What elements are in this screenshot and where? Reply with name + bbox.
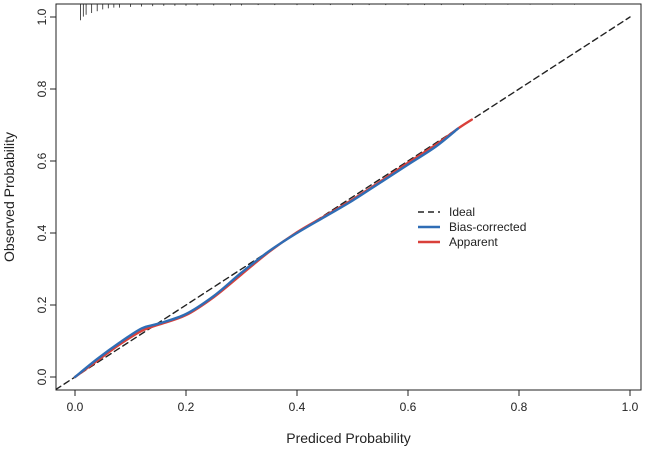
y-tick-label: 0.6 [35, 152, 49, 169]
x-axis: 0.0 0.2 0.4 0.6 0.8 1.0 [67, 390, 639, 414]
x-tick-label: 0.8 [511, 400, 528, 414]
y-axis: 0.0 0.2 0.4 0.6 0.8 1.0 [35, 8, 56, 385]
y-tick-label: 0.8 [35, 80, 49, 97]
x-tick-label: 0.0 [67, 400, 84, 414]
x-axis-title: Prediced Probability [286, 430, 411, 446]
lines-layer [56, 16, 631, 390]
y-tick-label: 0.0 [35, 368, 49, 385]
series-line-ideal [56, 16, 631, 390]
legend-label: Ideal [449, 205, 475, 219]
x-tick-label: 0.2 [178, 400, 195, 414]
plot-frame [55, 3, 642, 391]
series-line-bias-corrected [73, 127, 460, 379]
rug-layer [80, 4, 575, 21]
legend-label: Bias-corrected [449, 220, 526, 234]
x-tick-label: 0.6 [400, 400, 417, 414]
y-tick-label: 0.2 [35, 296, 49, 313]
y-tick-label: 0.4 [35, 224, 49, 241]
x-tick-label: 1.0 [622, 400, 639, 414]
y-tick-label: 1.0 [35, 8, 49, 25]
legend-label: Apparent [449, 235, 498, 249]
x-tick-label: 0.4 [289, 400, 306, 414]
y-axis-title: Observed Probability [1, 132, 17, 262]
